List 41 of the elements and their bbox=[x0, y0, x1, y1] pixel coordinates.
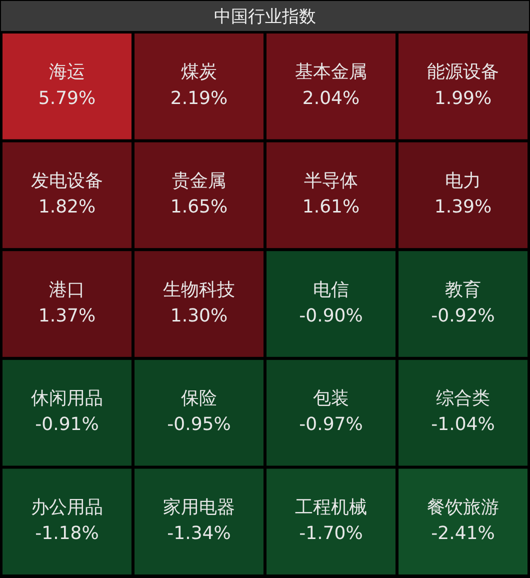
data-label: -1.34% bbox=[167, 523, 231, 544]
data-label: -0.90% bbox=[299, 305, 363, 326]
category-label: 餐饮旅游 bbox=[427, 496, 499, 518]
category-label: 海运 bbox=[49, 62, 85, 83]
data-label: -1.70% bbox=[299, 523, 363, 544]
category-label: 半导体 bbox=[304, 170, 358, 192]
data-label: 2.04% bbox=[302, 88, 360, 109]
data-label: 1.39% bbox=[434, 196, 492, 218]
category-label: 教育 bbox=[445, 279, 481, 300]
category-label: 能源设备 bbox=[427, 62, 499, 83]
category-label: 休闲用品 bbox=[31, 388, 103, 410]
category-label: 港口 bbox=[49, 279, 85, 300]
data-label: 1.30% bbox=[170, 305, 228, 326]
data-label: 1.37% bbox=[38, 305, 96, 326]
data-label: 1.99% bbox=[434, 88, 492, 109]
category-label: 电力 bbox=[445, 170, 481, 192]
category-label: 综合类 bbox=[436, 388, 490, 410]
category-label: 煤炭 bbox=[181, 62, 217, 83]
category-label: 贵金属 bbox=[172, 170, 226, 192]
data-label: -2.41% bbox=[431, 523, 495, 544]
data-label: 1.65% bbox=[170, 196, 228, 218]
data-label: -1.04% bbox=[431, 414, 495, 436]
data-label: 5.79% bbox=[38, 88, 96, 109]
category-label: 生物科技 bbox=[163, 279, 235, 300]
data-label: 2.19% bbox=[170, 88, 228, 109]
data-label: -0.91% bbox=[35, 414, 99, 436]
category-label: 保险 bbox=[181, 388, 217, 410]
data-label: -1.18% bbox=[35, 523, 99, 544]
category-label: 包装 bbox=[313, 388, 349, 410]
category-label: 基本金属 bbox=[295, 62, 367, 83]
data-label: -0.92% bbox=[431, 305, 495, 326]
category-label: 工程机械 bbox=[295, 496, 367, 518]
data-label: 1.82% bbox=[38, 196, 96, 218]
data-label: -0.95% bbox=[167, 414, 231, 436]
category-label: 电信 bbox=[313, 279, 349, 300]
text: 中国行业指数 bbox=[214, 7, 316, 27]
category-label: 家用电器 bbox=[163, 496, 235, 518]
data-label: -0.97% bbox=[299, 414, 363, 436]
category-label: 办公用品 bbox=[31, 496, 103, 518]
data-label: 1.61% bbox=[302, 196, 360, 218]
category-label: 发电设备 bbox=[31, 170, 103, 192]
